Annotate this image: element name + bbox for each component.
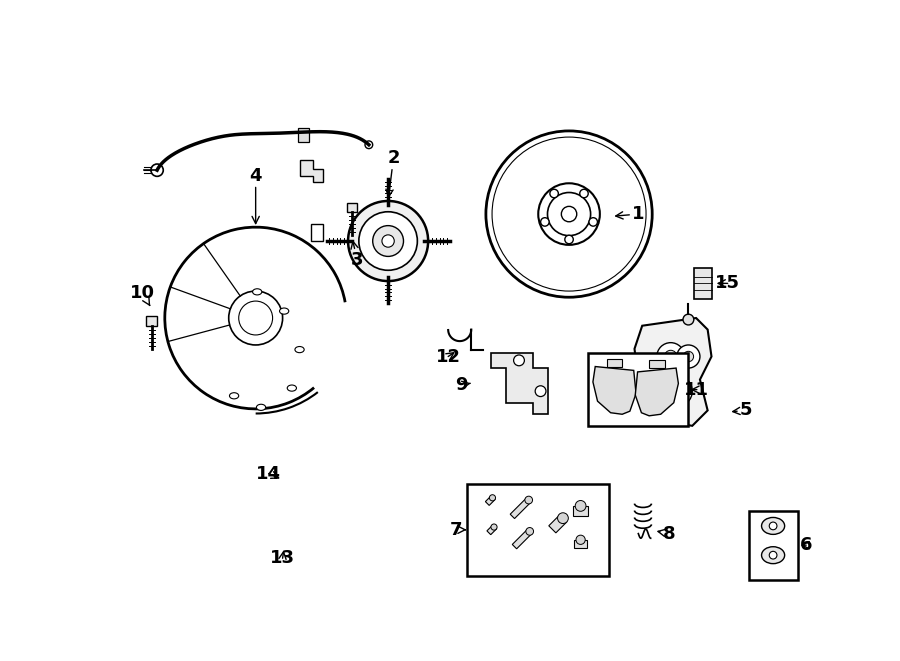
Ellipse shape — [230, 393, 238, 399]
Text: 8: 8 — [658, 525, 676, 543]
Circle shape — [677, 345, 700, 368]
Circle shape — [576, 535, 585, 545]
Circle shape — [683, 352, 694, 362]
Text: 4: 4 — [249, 167, 262, 223]
Circle shape — [575, 500, 586, 512]
Circle shape — [565, 235, 573, 244]
Text: 15: 15 — [716, 274, 740, 292]
Ellipse shape — [761, 547, 785, 564]
Circle shape — [558, 513, 568, 524]
Circle shape — [490, 494, 496, 501]
Bar — [147, 317, 158, 326]
Circle shape — [589, 217, 598, 226]
Bar — [574, 540, 587, 548]
Text: 13: 13 — [270, 549, 295, 567]
Circle shape — [348, 201, 428, 281]
Ellipse shape — [280, 308, 289, 314]
Polygon shape — [649, 360, 664, 368]
Circle shape — [536, 386, 546, 397]
Circle shape — [365, 141, 373, 149]
Text: 14: 14 — [256, 465, 281, 483]
Circle shape — [491, 524, 497, 530]
Text: 12: 12 — [436, 348, 461, 366]
Polygon shape — [593, 367, 636, 414]
Circle shape — [541, 217, 549, 226]
Text: 5: 5 — [733, 401, 752, 420]
Circle shape — [670, 384, 684, 398]
Bar — [487, 525, 497, 535]
Bar — [694, 268, 712, 299]
Circle shape — [359, 212, 418, 270]
Bar — [346, 202, 357, 212]
Text: 6: 6 — [800, 536, 813, 554]
Circle shape — [580, 189, 589, 198]
Bar — [510, 498, 531, 519]
Bar — [512, 529, 532, 549]
Bar — [466, 484, 609, 576]
Circle shape — [664, 350, 677, 363]
Bar — [749, 510, 797, 580]
Bar — [298, 128, 309, 141]
Polygon shape — [491, 353, 548, 414]
Circle shape — [382, 235, 394, 247]
Circle shape — [770, 522, 777, 529]
Ellipse shape — [295, 346, 304, 353]
Polygon shape — [300, 160, 322, 182]
Circle shape — [770, 551, 777, 559]
Ellipse shape — [253, 289, 262, 295]
Circle shape — [550, 189, 558, 198]
Circle shape — [657, 342, 685, 370]
Polygon shape — [634, 318, 712, 426]
Text: 9: 9 — [455, 376, 471, 394]
Bar — [485, 496, 495, 506]
Text: 2: 2 — [386, 149, 400, 197]
Text: 11: 11 — [684, 381, 709, 399]
Circle shape — [683, 314, 694, 325]
Circle shape — [229, 291, 283, 345]
Circle shape — [526, 527, 534, 535]
Circle shape — [525, 496, 533, 504]
Bar — [588, 353, 688, 426]
Ellipse shape — [256, 405, 266, 410]
Circle shape — [562, 206, 577, 222]
Circle shape — [514, 355, 525, 366]
Circle shape — [373, 225, 403, 256]
Ellipse shape — [761, 518, 785, 534]
Bar — [549, 515, 567, 533]
Polygon shape — [607, 359, 622, 367]
Bar — [573, 506, 589, 516]
Text: 1: 1 — [616, 205, 644, 223]
Ellipse shape — [287, 385, 296, 391]
Polygon shape — [635, 368, 679, 416]
Circle shape — [151, 164, 163, 176]
Polygon shape — [311, 224, 323, 241]
Text: 3: 3 — [351, 241, 364, 269]
Text: 10: 10 — [130, 284, 155, 305]
Circle shape — [662, 375, 692, 407]
Text: 7: 7 — [450, 521, 465, 539]
